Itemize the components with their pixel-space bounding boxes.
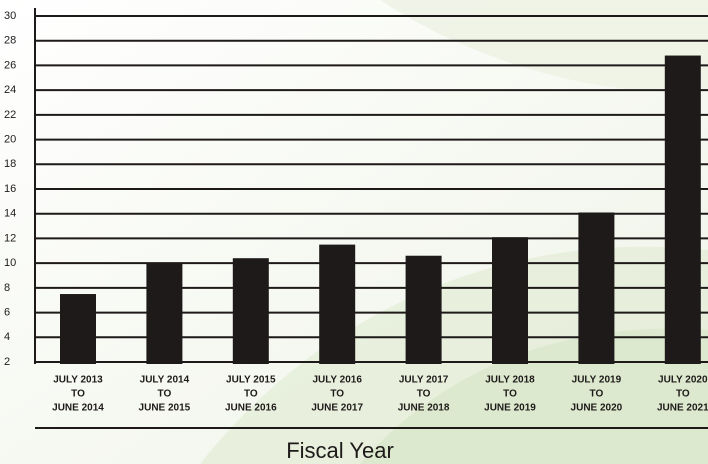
x-tick-label: TO: [158, 389, 172, 400]
background-swoosh: [380, 0, 708, 92]
x-tick-label: JUNE 2021: [657, 403, 708, 414]
x-tick-label: TO: [417, 389, 431, 400]
x-tick-label: TO: [330, 389, 344, 400]
x-tick-label: JUNE 2016: [225, 403, 277, 414]
y-tick-label: 28: [4, 35, 16, 47]
y-tick-label: 20: [4, 133, 16, 145]
y-tick-label: 6: [4, 306, 10, 318]
x-tick-label: JULY 2020: [658, 375, 708, 386]
x-tick-label: JULY 2019: [572, 375, 622, 386]
x-tick-label: TO: [590, 389, 604, 400]
bar: [319, 244, 356, 364]
y-tick-label: 18: [4, 158, 16, 170]
y-tick-label: 8: [4, 282, 10, 294]
bar: [664, 55, 701, 365]
y-tick-label: 2: [4, 356, 10, 368]
bar: [60, 294, 96, 364]
x-tick-label: JULY 2013: [53, 375, 103, 386]
x-tick-label: JULY 2016: [312, 375, 362, 386]
bar: [492, 237, 528, 364]
bar: [232, 258, 269, 364]
y-tick-label: 14: [4, 208, 16, 220]
y-tick-label: 24: [4, 84, 16, 96]
y-tick-label: 26: [4, 59, 16, 71]
x-tick-label: JULY 2015: [226, 375, 276, 386]
y-tick-label: 16: [4, 183, 16, 195]
x-axis-label: Fiscal Year: [286, 438, 394, 463]
y-tick-label: 22: [4, 109, 16, 121]
x-tick-label: JULY 2018: [485, 375, 535, 386]
bar: [146, 263, 183, 364]
bar: [578, 212, 615, 364]
x-tick-label: TO: [676, 389, 690, 400]
bar: [405, 255, 442, 364]
x-tick-label: TO: [71, 389, 85, 400]
x-tick-label: JUNE 2014: [52, 403, 104, 414]
y-tick-label: 12: [4, 232, 16, 244]
x-tick-label: JUNE 2019: [484, 403, 536, 414]
y-tick-label: 4: [4, 331, 10, 343]
y-tick-label: 30: [4, 10, 16, 22]
x-tick-label: JULY 2017: [399, 375, 449, 386]
x-tick-label: TO: [503, 389, 517, 400]
x-tick-label: JUNE 2017: [311, 403, 363, 414]
x-tick-label: JUNE 2020: [571, 403, 623, 414]
x-tick-label: TO: [244, 389, 258, 400]
x-tick-label: JUNE 2015: [139, 403, 191, 414]
y-tick-label: 10: [4, 257, 16, 269]
x-tick-label: JUNE 2018: [398, 403, 450, 414]
x-tick-label: JULY 2014: [140, 375, 190, 386]
